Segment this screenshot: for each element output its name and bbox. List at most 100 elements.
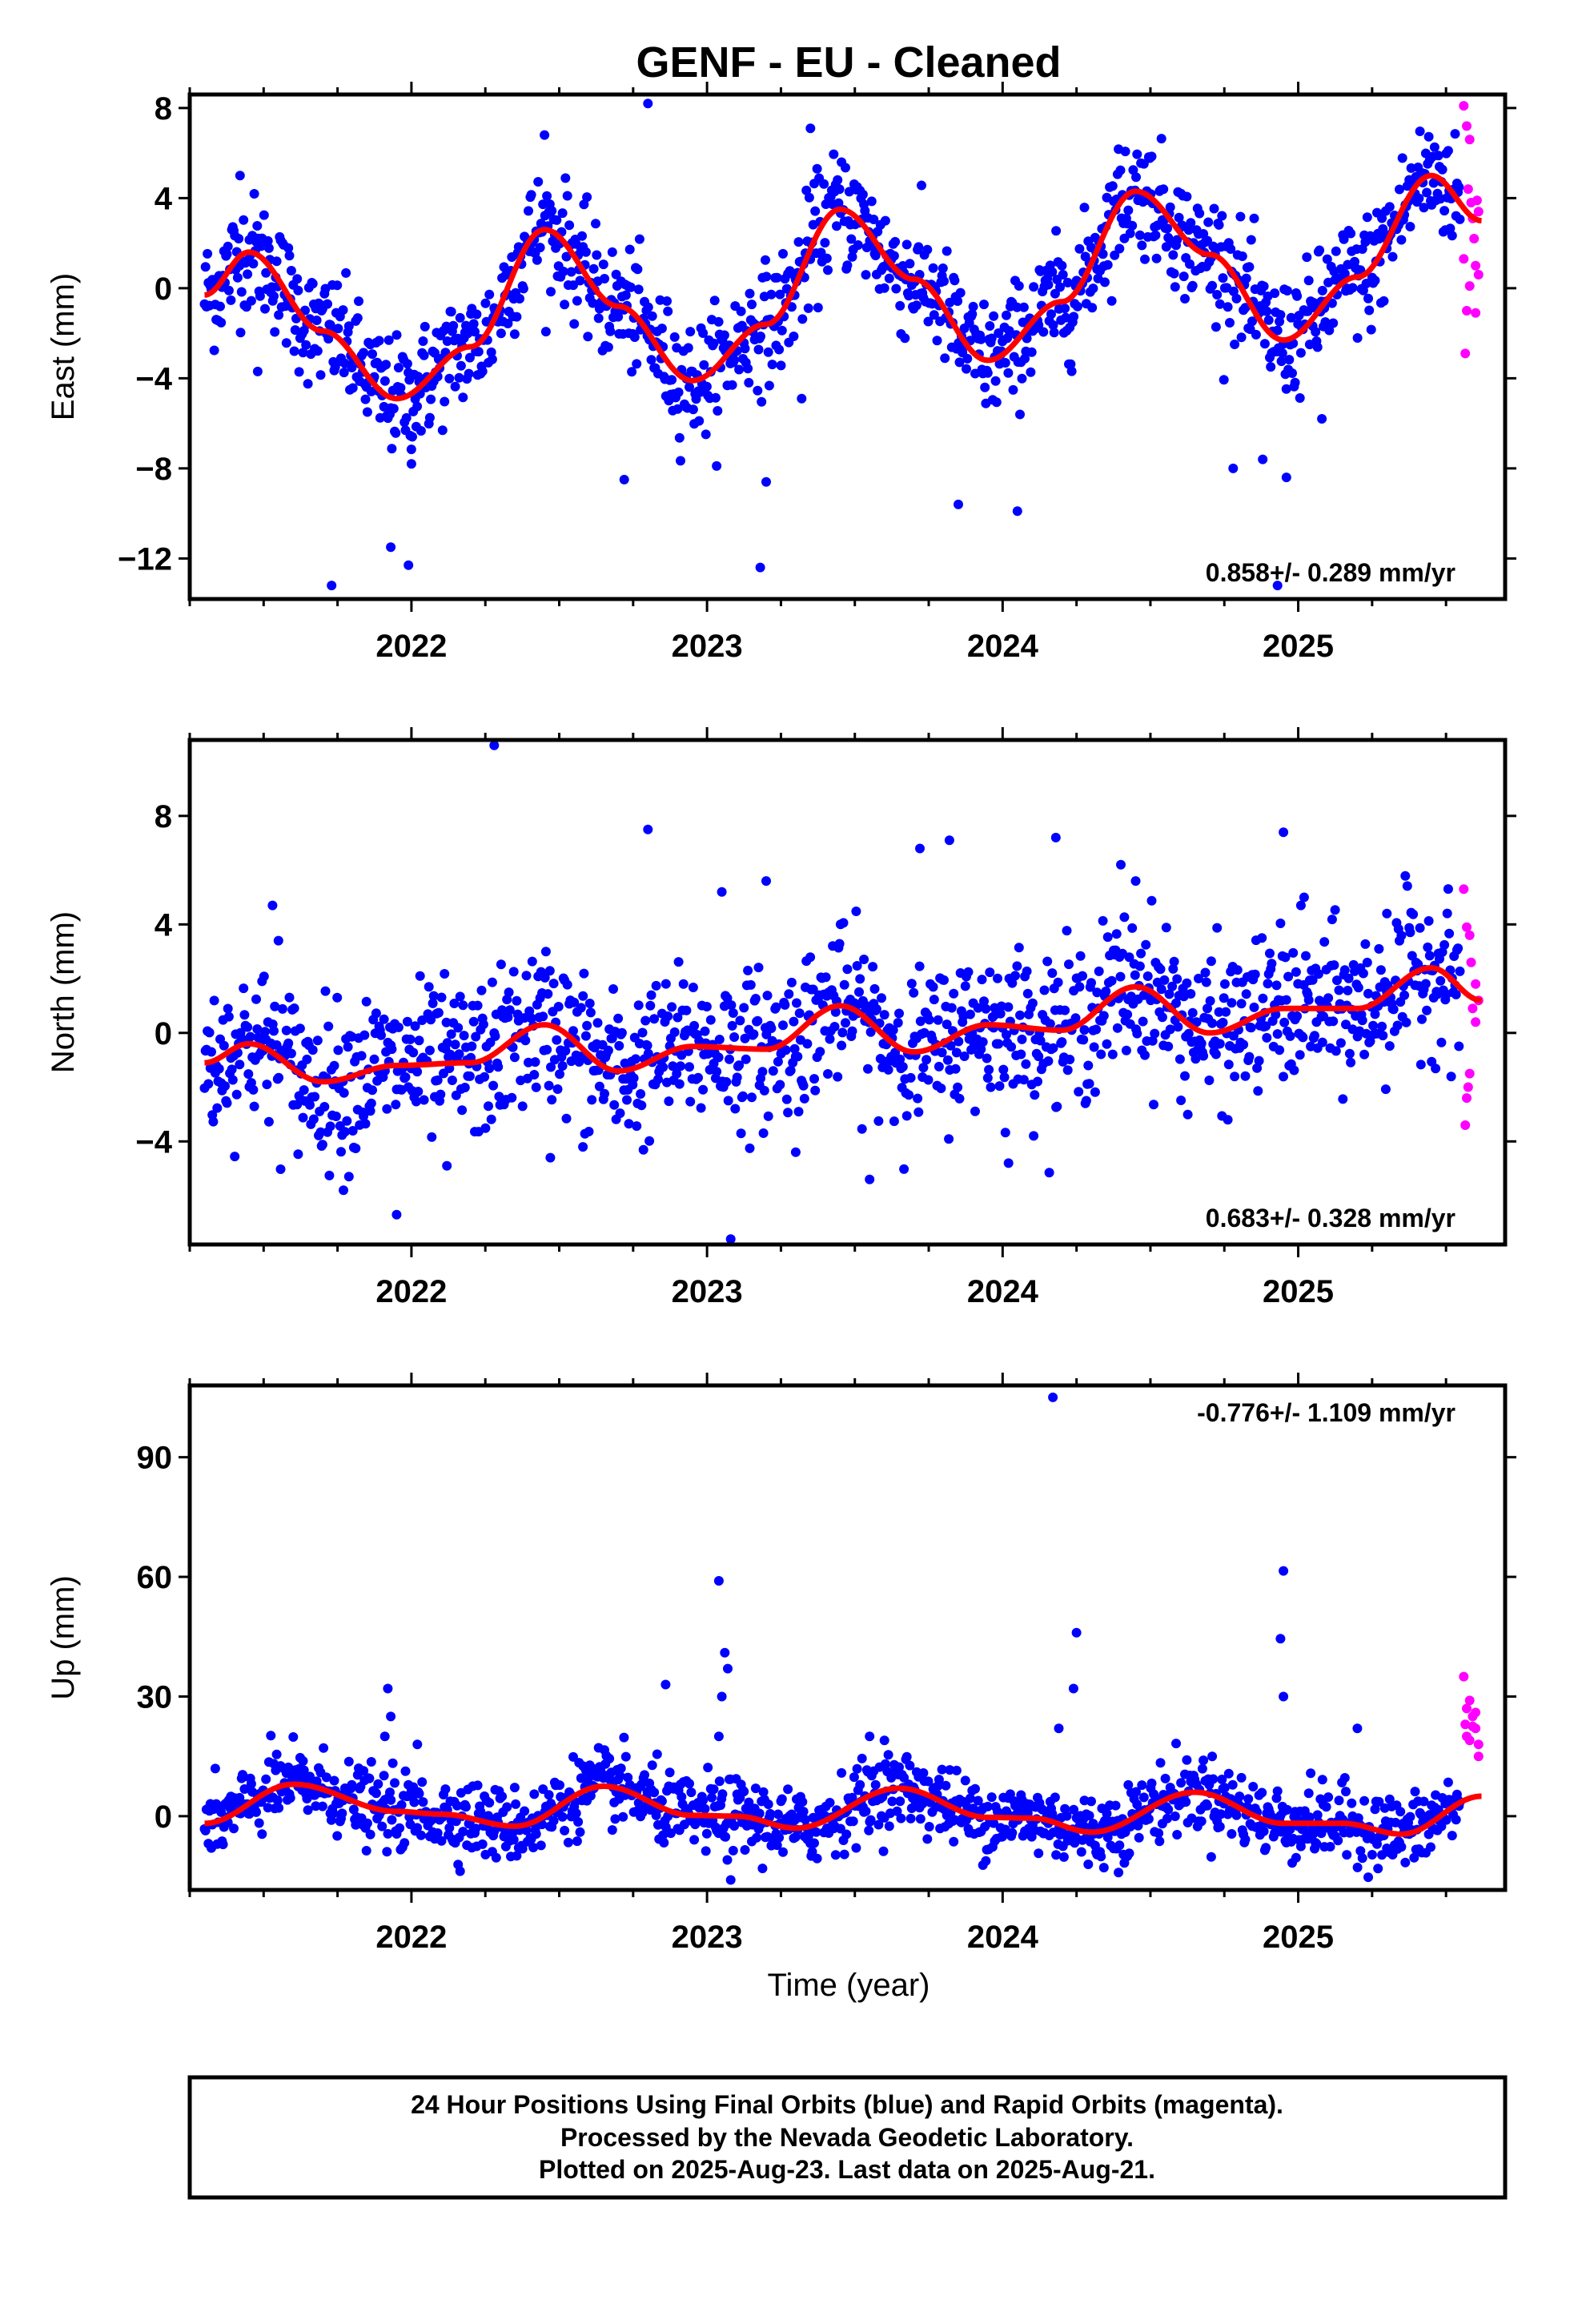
final-orbit-point xyxy=(1240,1071,1251,1081)
final-orbit-point xyxy=(508,1835,519,1845)
final-orbit-point xyxy=(1420,979,1431,989)
final-orbit-point xyxy=(1052,1101,1062,1112)
final-orbit-point xyxy=(1079,203,1090,213)
final-orbit-point xyxy=(633,284,644,295)
final-orbit-point xyxy=(532,255,542,265)
north-frame xyxy=(187,738,1508,1247)
final-orbit-point xyxy=(1302,252,1312,263)
final-orbit-point xyxy=(1140,1050,1150,1060)
final-orbit-point xyxy=(1424,951,1435,961)
final-orbit-point xyxy=(747,300,757,310)
final-orbit-point xyxy=(1312,1810,1323,1820)
final-orbit-point xyxy=(688,404,698,415)
final-orbit-outlier xyxy=(725,1234,736,1244)
final-orbit-point xyxy=(1038,327,1049,337)
final-orbit-point xyxy=(1239,1039,1249,1050)
final-orbit-point xyxy=(1223,1059,1234,1070)
north-y-axis-label: North (mm) xyxy=(46,911,81,1073)
final-orbit-point xyxy=(308,1114,319,1124)
final-orbit-point xyxy=(918,1063,929,1073)
final-orbit-point xyxy=(1098,1011,1109,1021)
final-orbit-point xyxy=(847,1026,857,1036)
final-orbit-point xyxy=(645,1000,656,1011)
final-orbit-point xyxy=(1186,989,1196,999)
final-orbit-point xyxy=(383,335,394,345)
final-orbit-point xyxy=(1137,1780,1147,1791)
final-orbit-point xyxy=(229,1823,239,1834)
y-tick-label: 8 xyxy=(155,799,172,834)
final-orbit-point xyxy=(1435,975,1446,986)
final-orbit-point xyxy=(801,1815,810,1825)
final-orbit-point xyxy=(476,985,487,995)
final-orbit-point xyxy=(366,1098,376,1108)
final-orbit-point xyxy=(777,325,787,336)
final-orbit-point xyxy=(1058,1852,1069,1862)
final-orbit-point xyxy=(1295,348,1306,358)
rapid-orbit-point xyxy=(1468,1003,1478,1014)
final-orbit-point xyxy=(1182,1755,1192,1765)
final-orbit-point xyxy=(934,1775,944,1785)
final-orbit-point xyxy=(1252,1063,1263,1073)
final-orbit-point xyxy=(701,381,712,392)
final-orbit-point xyxy=(339,368,349,378)
final-orbit-point xyxy=(895,1054,905,1064)
final-orbit-point xyxy=(231,1089,242,1100)
final-orbit-point xyxy=(343,1172,354,1182)
final-orbit-point xyxy=(913,242,924,252)
final-orbit-point xyxy=(726,1000,737,1011)
final-orbit-point xyxy=(220,1081,230,1092)
final-orbit-point xyxy=(1303,995,1314,1005)
final-orbit-point xyxy=(552,215,562,225)
final-orbit-point xyxy=(847,1792,857,1803)
final-orbit-point xyxy=(347,1779,357,1790)
final-orbit-point xyxy=(685,1096,696,1107)
final-orbit-point xyxy=(376,1030,386,1040)
final-orbit-point xyxy=(761,271,772,282)
final-orbit-point xyxy=(1240,1835,1251,1844)
final-orbit-point xyxy=(239,215,249,225)
final-orbit-point xyxy=(905,1072,916,1083)
final-orbit-point xyxy=(946,1003,957,1013)
final-orbit-point xyxy=(1171,1739,1181,1749)
final-orbit-point xyxy=(1064,959,1074,970)
final-orbit-point xyxy=(604,1754,615,1763)
final-orbit-point xyxy=(949,988,959,999)
final-orbit-point xyxy=(299,1765,309,1775)
final-orbit-point xyxy=(838,918,849,928)
final-orbit-point xyxy=(1400,1857,1411,1868)
final-orbit-point xyxy=(745,288,755,299)
final-orbit-point xyxy=(557,1061,568,1071)
final-orbit-point xyxy=(866,196,877,207)
final-orbit-point xyxy=(417,1015,428,1025)
final-orbit-point xyxy=(933,1015,943,1025)
final-orbit-point xyxy=(700,1803,710,1814)
final-orbit-point xyxy=(1136,948,1146,959)
final-orbit-point xyxy=(1014,281,1024,291)
final-orbit-point xyxy=(1180,294,1190,304)
final-orbit-point xyxy=(1323,993,1334,1003)
final-orbit-point xyxy=(1171,998,1181,1008)
final-orbit-point xyxy=(1377,1021,1387,1031)
final-orbit-point xyxy=(929,310,939,320)
final-orbit-point xyxy=(942,1019,952,1030)
final-orbit-point xyxy=(989,311,999,321)
final-orbit-point xyxy=(653,1074,663,1084)
final-orbit-point xyxy=(1123,1779,1134,1790)
final-orbit-point xyxy=(1195,208,1205,219)
final-orbit-point xyxy=(1070,1013,1081,1023)
final-orbit-point xyxy=(1259,281,1269,292)
final-orbit-point xyxy=(446,307,456,317)
final-orbit-point xyxy=(1015,409,1025,420)
final-orbit-point xyxy=(1248,1782,1259,1791)
final-orbit-point xyxy=(298,1112,308,1123)
final-orbit-point xyxy=(857,1124,867,1134)
final-orbit-point xyxy=(1215,299,1225,309)
final-orbit-point xyxy=(1150,230,1161,240)
final-orbit-point xyxy=(246,1779,256,1789)
final-orbit-point xyxy=(1271,1793,1282,1803)
final-orbit-point xyxy=(367,1085,377,1096)
final-orbit-point xyxy=(879,1010,889,1020)
final-orbit-point xyxy=(582,1020,592,1031)
final-orbit-point xyxy=(305,1100,315,1110)
final-orbit-point xyxy=(488,1080,499,1091)
